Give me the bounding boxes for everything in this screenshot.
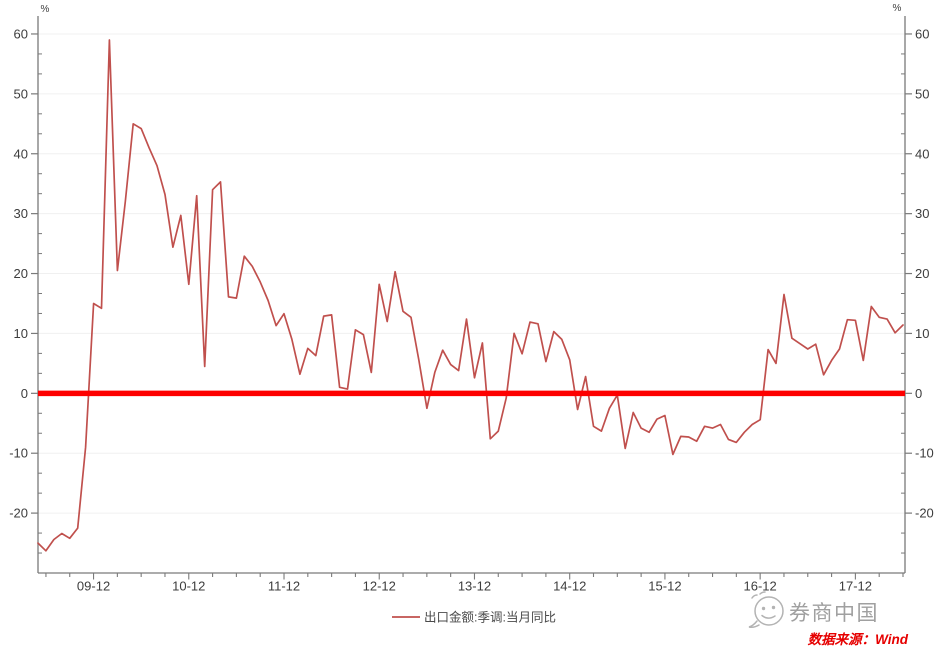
data-source-note: 数据来源：Wind: [808, 632, 909, 647]
y-tick-label-right: 0: [915, 386, 922, 401]
x-tick-label: 10-12: [172, 579, 205, 594]
left-axis-unit-label: %: [41, 4, 50, 15]
brand-logo-icon: [748, 591, 784, 628]
legend-series-label: 出口金额:季调:当月同比: [424, 610, 556, 625]
x-tick-label: 15-12: [648, 579, 681, 594]
y-tick-label-left: 40: [14, 146, 28, 161]
y-tick-label-right: -10: [915, 446, 934, 461]
y-tick-label-left: 60: [14, 26, 28, 41]
y-tick-label-right: -20: [915, 506, 934, 521]
right-axis-unit-label: %: [893, 3, 902, 14]
grid-layer: [38, 33, 905, 514]
x-tick-label: 11-12: [268, 579, 300, 594]
x-tick-label: 14-12: [553, 579, 586, 594]
x-tick-label: 13-12: [458, 579, 491, 594]
x-tick-label: 12-12: [363, 579, 396, 594]
y-tick-label-left: 20: [14, 266, 28, 281]
brand-watermark: 券商中国: [748, 591, 879, 628]
export-yoy-data-line: [37, 39, 904, 552]
y-tick-label-left: -20: [9, 506, 28, 521]
legend: 出口金额:季调:当月同比: [392, 610, 556, 625]
y-tick-label-right: 10: [915, 326, 929, 341]
y-tick-label-right: 20: [915, 266, 929, 281]
x-tick-label: 16-12: [744, 579, 777, 594]
y-tick-label-right: 50: [915, 86, 929, 101]
x-tick-label: 17-12: [839, 579, 872, 594]
brand-watermark-text: 券商中国: [789, 602, 879, 625]
data-layer: [37, 39, 905, 552]
axis-layer: -20 -20 -10 -10 0 0 10 10 20 20 30 30 40 40 50 50 60 60 09…: [9, 16, 934, 594]
y-tick-label-right: 40: [915, 146, 929, 161]
y-tick-label-left: 0: [21, 386, 28, 401]
y-tick-label-left: 50: [14, 86, 28, 101]
y-tick-label-right: 30: [915, 206, 929, 221]
y-tick-label-left: 30: [14, 206, 28, 221]
x-tick-label: 09-12: [77, 579, 110, 594]
y-tick-label-left: 10: [14, 326, 28, 341]
y-tick-label-left: -10: [9, 446, 28, 461]
y-tick-label-right: 60: [915, 26, 929, 41]
